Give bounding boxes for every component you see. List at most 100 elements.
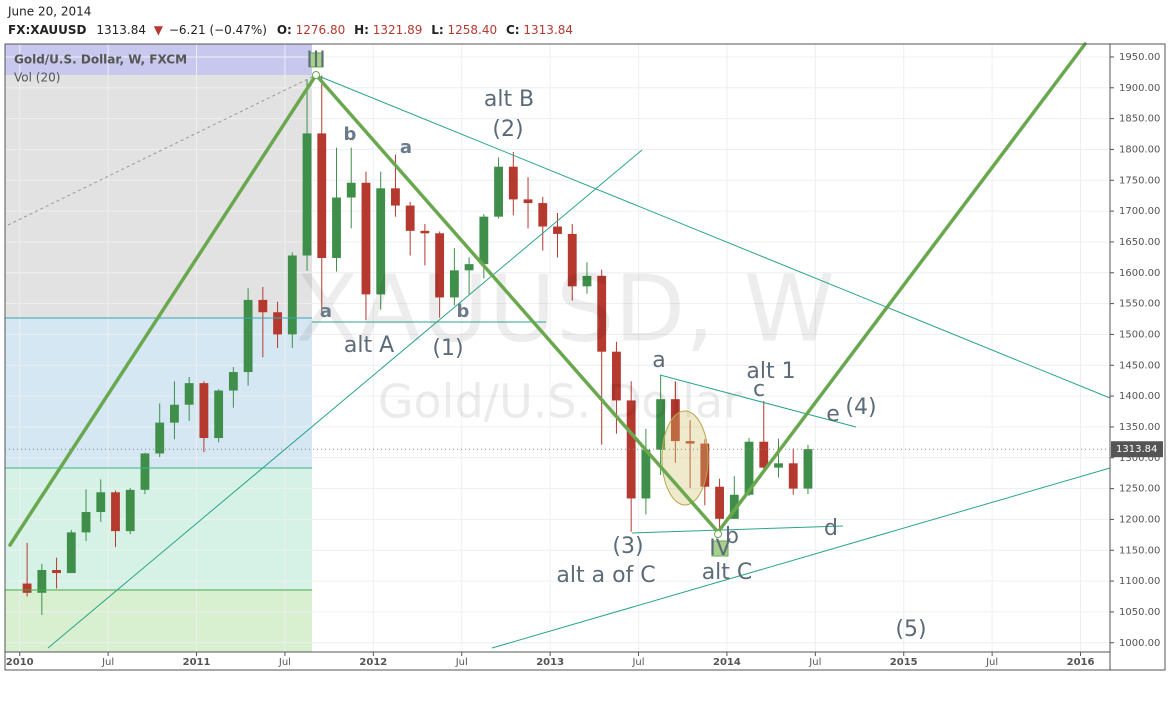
annotation: e: [826, 402, 840, 427]
candle-body: [582, 275, 592, 287]
candle-body: [759, 441, 769, 468]
wave-line: [8, 73, 318, 547]
candle-body: [81, 512, 91, 533]
close-value: 1313.84: [523, 23, 573, 37]
candle-body: [494, 166, 503, 217]
zone: [5, 44, 312, 318]
candle-body: [553, 226, 562, 234]
x-tick-label: Jul: [278, 657, 291, 668]
annotation: c: [753, 377, 765, 402]
candle-body: [199, 383, 209, 439]
candle-body: [332, 197, 341, 258]
candle-body: [670, 399, 680, 442]
annotation: b: [457, 301, 470, 322]
candle-body: [803, 449, 813, 489]
candle-body: [22, 583, 32, 593]
wave-line: [716, 42, 1087, 534]
legend-indicator: Vol (20): [14, 71, 60, 85]
candle-body: [435, 233, 445, 298]
candle-body: [317, 133, 327, 258]
candle-body: [258, 299, 268, 313]
candle-body: [273, 312, 282, 335]
annotation: a: [652, 348, 665, 373]
x-tick-label: 2012: [359, 657, 387, 668]
quote-line: FX:XAUUSD 1313.84 ▼ −6.21 (−0.47%) O: 12…: [8, 23, 573, 37]
annotation: (5): [895, 617, 926, 642]
y-tick-label: 1350.00: [1119, 422, 1160, 433]
trend-line: [631, 525, 844, 534]
wave-line: [314, 73, 720, 534]
x-tick-label: Jul: [985, 657, 998, 668]
trend-line: [659, 374, 857, 428]
annotation: alt C: [702, 560, 753, 585]
annotation: alt A: [344, 333, 394, 358]
candle-body: [66, 532, 76, 574]
y-tick-label: 1650.00: [1119, 237, 1160, 248]
y-tick-label: 1500.00: [1119, 329, 1160, 340]
change: −6.21 (−0.47%): [169, 23, 267, 37]
candle-body: [37, 569, 47, 593]
y-tick-label: 1600.00: [1119, 268, 1160, 279]
legend-box: [5, 44, 312, 75]
frame: [4, 43, 1166, 671]
candle-body: [508, 166, 518, 200]
candle-body: [567, 233, 577, 287]
watermark: Gold/U.S. Dollar: [378, 375, 742, 429]
y-tick-label: 1300.00: [1119, 453, 1160, 464]
annotation: a: [320, 301, 332, 322]
watermark: XAUUSD, W: [295, 255, 834, 362]
pivot: [312, 71, 320, 79]
close-label: C:: [506, 23, 520, 37]
wave-lines: [8, 42, 1087, 547]
x-tick-label: Jul: [631, 657, 644, 668]
y-tick-label: 1800.00: [1119, 144, 1160, 155]
candle-body: [346, 182, 356, 198]
candle-body: [214, 390, 224, 439]
candle-body: [140, 453, 150, 490]
candle-body: [170, 404, 179, 423]
price: 1313.84: [96, 23, 146, 37]
wave-marker: [711, 540, 729, 557]
candle-body: [774, 463, 783, 468]
y-tick-label: 1850.00: [1119, 114, 1160, 125]
pivot: [714, 530, 722, 538]
candle-body: [715, 486, 724, 519]
annotation: (4): [845, 395, 876, 420]
candle-body: [125, 489, 135, 532]
candle-body: [523, 199, 533, 204]
candle-body: [744, 441, 754, 495]
annotation: b: [725, 524, 739, 549]
y-tick-label: 1750.00: [1119, 175, 1160, 186]
candle-body: [111, 492, 120, 532]
down-arrow: ▼: [154, 23, 164, 37]
candle-body: [243, 299, 253, 373]
candle-body: [376, 188, 386, 295]
highlight-ellipse: [661, 410, 709, 506]
candle-body: [538, 203, 548, 227]
candle-body: [729, 494, 739, 519]
x-tick-label: 2011: [183, 657, 211, 668]
y-tick-label: 1200.00: [1119, 514, 1160, 525]
y-tick-label: 1550.00: [1119, 299, 1160, 310]
y-tick-label: 1450.00: [1119, 360, 1160, 371]
trend-line: [491, 467, 1111, 649]
x-tick-label: Jul: [455, 657, 468, 668]
y-tick-label: 1000.00: [1119, 638, 1160, 649]
candle-body: [464, 264, 474, 271]
y-tick-label: 1900.00: [1119, 83, 1160, 94]
annotation: a: [400, 137, 412, 158]
x-tick-label: 2015: [890, 657, 918, 668]
candle-body: [685, 441, 695, 444]
x-tick-label: Jul: [101, 657, 114, 668]
y-tick-label: 1950.00: [1119, 52, 1160, 63]
y-tick-label: 1250.00: [1119, 484, 1160, 495]
annotation: d: [824, 516, 838, 541]
candle-body: [449, 270, 459, 298]
x-tick-label: Jul: [808, 657, 821, 668]
candles: [22, 75, 813, 616]
last-price-label: 1313.84: [1116, 444, 1157, 455]
trend-lines: [7, 74, 1111, 649]
annotation: IV: [709, 536, 731, 561]
x-tick-label: 2013: [536, 657, 564, 668]
